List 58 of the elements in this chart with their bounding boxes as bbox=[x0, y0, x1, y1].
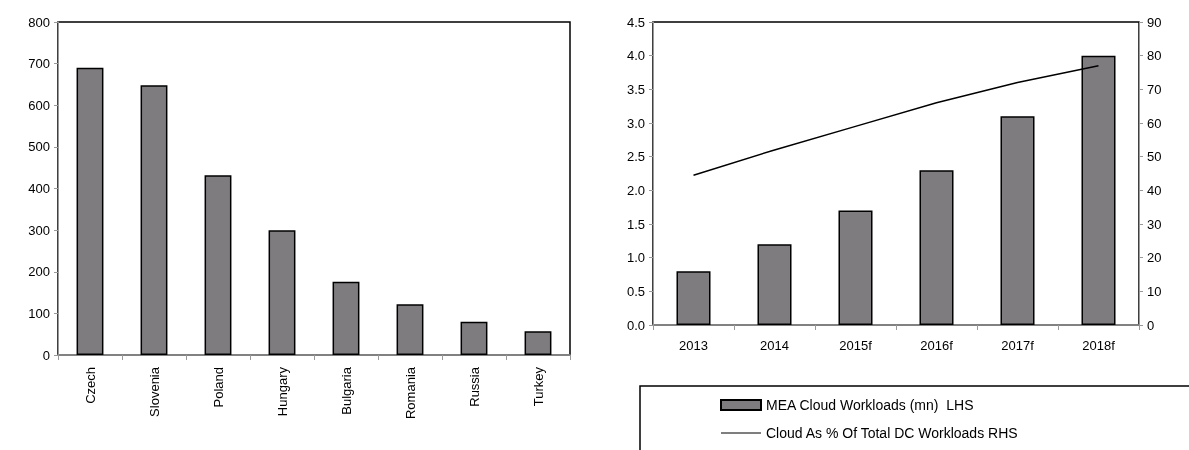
bar bbox=[204, 175, 232, 355]
y2-tick-label: 0 bbox=[1147, 317, 1155, 333]
bar bbox=[396, 304, 424, 355]
x-tick-label: Turkey bbox=[530, 366, 546, 407]
y-tick-label: 500 bbox=[28, 139, 50, 155]
y-tick-label: 600 bbox=[28, 97, 50, 113]
y-tick-label: 300 bbox=[28, 222, 50, 238]
bar bbox=[524, 331, 552, 355]
x-tick-label: 2014 bbox=[760, 338, 789, 353]
bar bbox=[460, 321, 488, 355]
x-tick-label: 2017f bbox=[1001, 338, 1035, 353]
bar bbox=[140, 85, 168, 355]
y2-tick-label: 40 bbox=[1147, 182, 1162, 198]
x-tick-label: Bulgaria bbox=[338, 366, 354, 415]
x-tick-label: Poland bbox=[210, 367, 226, 408]
bar bbox=[1000, 116, 1035, 325]
bar bbox=[919, 170, 954, 325]
y-tick-label: 100 bbox=[28, 305, 50, 321]
y2-tick-label: 50 bbox=[1147, 149, 1162, 165]
x-tick-label: Hungary bbox=[274, 366, 290, 417]
bar bbox=[332, 281, 360, 355]
bar bbox=[676, 271, 711, 325]
y2-tick-label: 80 bbox=[1147, 48, 1162, 64]
y2-tick-label: 20 bbox=[1147, 250, 1162, 266]
bar bbox=[757, 244, 792, 325]
y-tick-label: 0.0 bbox=[626, 317, 645, 333]
legend-label: Cloud As % Of Total DC Workloads RHS bbox=[766, 425, 1018, 441]
y-tick-label: 400 bbox=[28, 181, 50, 196]
y-tick-label: 200 bbox=[28, 264, 50, 280]
y-tick-label: 0.5 bbox=[626, 283, 645, 299]
y-tick-label: 4.5 bbox=[626, 14, 645, 30]
y2-tick-label: 70 bbox=[1147, 81, 1162, 97]
y-tick-label: 3.0 bbox=[626, 115, 645, 131]
y2-tick-label: 90 bbox=[1147, 14, 1162, 30]
y-tick-label: 700 bbox=[28, 56, 50, 72]
bar bbox=[838, 210, 873, 325]
y2-tick-label: 30 bbox=[1147, 216, 1162, 232]
x-tick-label: Romania bbox=[402, 366, 418, 420]
x-tick-label: Russia bbox=[466, 366, 482, 407]
y2-tick-label: 10 bbox=[1147, 283, 1162, 299]
x-tick-label: 2013 bbox=[679, 338, 708, 353]
y-tick-label: 800 bbox=[28, 14, 50, 30]
y-tick-label: 1.5 bbox=[626, 216, 645, 232]
y2-tick-label: 60 bbox=[1147, 115, 1162, 131]
legend-label: MEA Cloud Workloads (mn) LHS bbox=[766, 397, 974, 413]
x-tick-label: Slovenia bbox=[146, 366, 162, 417]
y-tick-label: 4.0 bbox=[626, 48, 645, 64]
y-tick-label: 1.0 bbox=[626, 250, 645, 266]
y-tick-label: 3.5 bbox=[626, 81, 645, 97]
bar bbox=[76, 67, 104, 355]
x-tick-label: Czech bbox=[82, 367, 98, 404]
y-tick-label: 2.0 bbox=[626, 182, 645, 198]
x-tick-label: 2018f bbox=[1082, 338, 1116, 353]
x-tick-label: 2016f bbox=[920, 338, 954, 353]
y-tick-label: 2.5 bbox=[626, 149, 645, 165]
bar bbox=[268, 230, 296, 355]
y-tick-label: 0 bbox=[42, 347, 50, 363]
x-tick-label: 2015f bbox=[839, 338, 873, 353]
